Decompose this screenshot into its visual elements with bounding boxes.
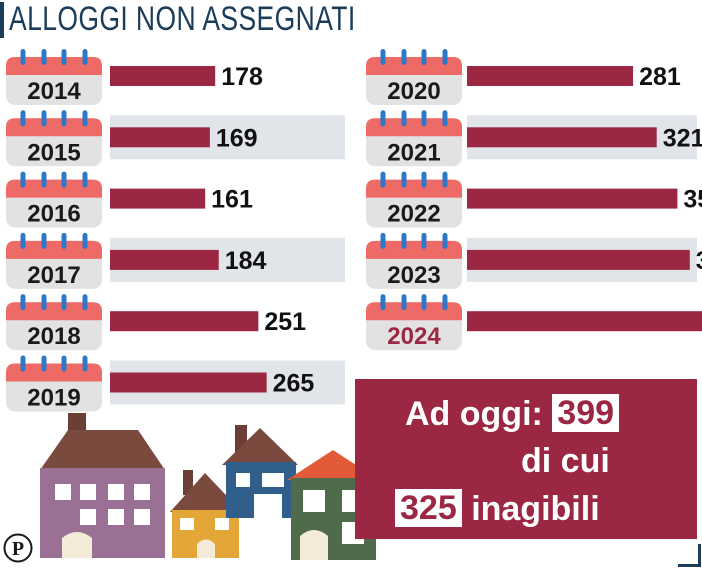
calendar-icon (366, 294, 462, 351)
bar (110, 127, 210, 148)
chart-title: ALLOGGI NON ASSEGNATI (0, 0, 702, 40)
value-label: 265 (273, 370, 315, 398)
value-label: 377 (696, 247, 702, 275)
value-label: 178 (221, 63, 263, 91)
value-label: 169 (216, 124, 258, 152)
calendar-icon (6, 49, 102, 105)
bar (110, 66, 216, 86)
year-label: 2015 (27, 139, 80, 166)
calendar-icon (366, 171, 462, 228)
year-label: 2023 (387, 262, 440, 289)
summary-suffix: inagibili (471, 490, 600, 528)
year-label: 2022 (387, 201, 440, 228)
bar (467, 188, 678, 209)
publisher-logo: P (3, 533, 33, 563)
houses-illustration (40, 413, 379, 560)
year-label: 2024 (387, 323, 441, 350)
year-label: 2018 (27, 323, 80, 350)
calendar-icon (366, 232, 462, 289)
bar (110, 311, 259, 332)
value-label: 184 (225, 247, 267, 275)
calendar-icon (6, 110, 102, 167)
summary-line-1: Ad oggi: 399 (405, 394, 620, 434)
year-label: 2017 (27, 262, 80, 289)
bar (110, 372, 267, 393)
title-text: ALLOGGI NON ASSEGNATI (9, 0, 356, 38)
value-label: 321 (663, 124, 702, 152)
summary-total: 399 (552, 394, 620, 432)
bar (467, 311, 702, 332)
value-label: 281 (639, 63, 681, 91)
summary-prefix: Ad oggi: (405, 395, 543, 433)
bar (467, 249, 690, 270)
summary-middle: di cui (521, 442, 610, 480)
logo-letter: P (12, 538, 24, 560)
year-label: 2020 (387, 78, 440, 105)
bar (110, 188, 206, 209)
value-label: 161 (211, 186, 253, 214)
calendar-icon (366, 49, 462, 105)
calendar-icon (6, 171, 102, 228)
calendar-icon (6, 294, 102, 351)
calendar-icon (6, 232, 102, 289)
year-label: 2021 (387, 139, 440, 166)
value-label: 356 (683, 186, 702, 214)
year-label: 2019 (27, 385, 80, 412)
bar (467, 66, 634, 86)
title-corner-mark (0, 2, 4, 38)
summary-box: Ad oggi: 399 di cui 325 inagibili (355, 379, 697, 539)
value-label: 251 (264, 308, 306, 336)
bar (467, 127, 657, 148)
bar (110, 249, 219, 270)
summary-line-3: 325 inagibili (395, 489, 600, 529)
calendar-icon (366, 110, 462, 167)
corner-mark-bottom-right (678, 544, 701, 567)
year-label: 2014 (27, 78, 81, 105)
calendar-icon (6, 355, 102, 412)
year-label: 2016 (27, 201, 80, 228)
summary-unfit: 325 (395, 489, 462, 527)
